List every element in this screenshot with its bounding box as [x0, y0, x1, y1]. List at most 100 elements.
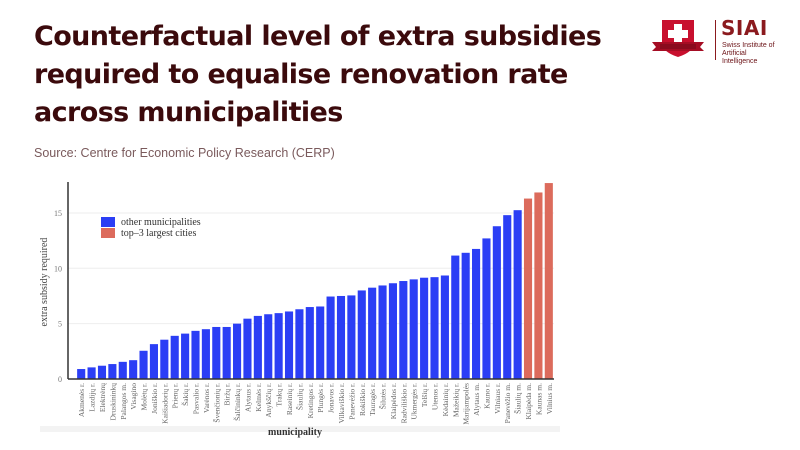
x-tick-label: Švenčionių r. — [212, 383, 221, 423]
bar — [420, 277, 429, 379]
x-tick-label: Vilkaviškio r. — [337, 383, 346, 424]
bar — [357, 290, 366, 379]
bar — [461, 252, 470, 379]
swiss-cross-shield-icon — [652, 20, 704, 57]
bar — [222, 326, 231, 379]
siai-logo[interactable]: SIAI Swiss Institute of Artificial Intel… — [648, 16, 778, 65]
x-tick-label: Šakių r. — [181, 383, 190, 406]
x-tick-label: Radviliškio r. — [399, 383, 408, 424]
chart-bottom-shadow — [40, 426, 560, 432]
bar — [108, 364, 117, 379]
x-tick-label: Druskininkų — [108, 383, 117, 421]
bar — [347, 295, 356, 379]
x-tick-label: Palangos m. — [119, 383, 128, 420]
bar — [243, 318, 252, 379]
bar — [316, 306, 325, 379]
x-tick-label: Kėdainių r. — [441, 383, 450, 416]
bar — [534, 192, 543, 379]
bar — [482, 238, 491, 379]
bar — [129, 360, 138, 379]
y-tick-label: 5 — [58, 320, 62, 329]
logo-name: SIAI — [721, 16, 768, 40]
bar — [253, 315, 262, 379]
axes — [67, 182, 554, 380]
legend-label-other: other municipalities — [121, 217, 201, 228]
x-axis-label: municipality — [268, 427, 322, 438]
x-tick-label: Kretingos r. — [306, 383, 315, 419]
x-tick-label: Tauragės r. — [368, 383, 377, 416]
x-tick-label: Jonavos r. — [327, 383, 336, 413]
x-tick-label: Klaipėdos r. — [389, 383, 398, 419]
x-tick-label: Utenos r. — [431, 383, 440, 410]
x-tick-label: Alytaus r. — [243, 383, 252, 412]
bar — [492, 226, 501, 379]
x-tick-label: Vilniaus r. — [493, 383, 502, 414]
x-tick-label: Alytaus m. — [472, 383, 481, 416]
x-tick-label: Kauno r. — [482, 383, 491, 409]
x-tick-label: Kaišiadorių r. — [160, 383, 169, 424]
bar — [440, 275, 449, 379]
x-tick-label: Ukmergės r. — [410, 383, 419, 420]
bar — [274, 313, 283, 379]
bar — [399, 281, 408, 379]
x-tick-label: Kaunas m. — [534, 383, 543, 415]
bar — [87, 367, 96, 379]
x-tick-label: Panevėžio r. — [347, 383, 356, 420]
x-tick-label: Lazdijų r. — [88, 383, 97, 412]
logo-subtitle: Swiss Institute of Artificial Intelligen… — [722, 42, 778, 66]
y-tick-label: 15 — [54, 209, 62, 218]
bar — [472, 248, 481, 379]
x-tick-label: Pasvalio r. — [192, 383, 201, 414]
chart-title: Counterfactual level of extra subsidies … — [34, 21, 602, 128]
legend-swatch-other — [101, 217, 115, 227]
bar — [201, 329, 210, 379]
y-axis-label: extra subsidy required — [39, 238, 50, 327]
x-tick-label: Molėtų r. — [140, 383, 149, 411]
bar — [336, 295, 346, 379]
x-tick-label: Prienų r. — [171, 383, 180, 409]
bar — [77, 369, 86, 379]
logo-subtitle-line2: Artificial Intelligence — [722, 50, 758, 65]
bar — [191, 330, 200, 379]
x-tick-label: Mažeikių r. — [451, 383, 460, 417]
x-tick-label: Vilnius m. — [545, 383, 554, 414]
x-tick-label: Joniškio r. — [150, 383, 159, 414]
x-tick-label: Marijampolės — [462, 383, 471, 425]
bar — [212, 326, 221, 379]
x-tick-label: Kelmės r. — [254, 383, 263, 412]
y-tick-label: 0 — [58, 375, 62, 384]
bar — [118, 361, 127, 379]
x-tick-label: Elektrėnų — [98, 383, 107, 412]
bar — [378, 285, 387, 379]
bar — [264, 314, 273, 379]
x-tick-label: Akmenės r. — [77, 383, 86, 417]
bar — [170, 335, 179, 379]
bar — [513, 210, 522, 379]
bar — [149, 344, 158, 379]
bar — [295, 309, 304, 379]
legend-label-top3: top–3 largest cities — [121, 228, 196, 239]
bars — [77, 183, 553, 379]
bar — [326, 296, 335, 379]
x-tick-label: Rokiškio r. — [358, 383, 367, 416]
x-tick-label: Šilutės r. — [379, 383, 388, 409]
x-tick-label: Šiaulių r. — [295, 383, 304, 410]
bar — [160, 339, 169, 379]
x-tick-label: Panevėžio m. — [503, 383, 512, 424]
source-note: Source: Centre for Economic Policy Resea… — [34, 146, 335, 160]
bar — [544, 183, 553, 379]
bar — [233, 323, 242, 379]
bar — [451, 255, 460, 379]
bar — [503, 215, 512, 379]
x-tick-label: Raseinių r. — [285, 383, 294, 415]
x-tick-label: Šalčininkų r. — [233, 383, 242, 421]
bar — [523, 198, 533, 379]
y-tick-labels: 0 5 10 15 — [54, 209, 62, 384]
bar-chart-svg: 0 5 10 15 Akmenės r. Lazdijų r. Elektrėnų Drus… — [39, 182, 560, 438]
x-tick-label: Telšių r. — [420, 383, 429, 407]
x-tick-label: Šiaulių m. — [514, 383, 523, 414]
legend: other municipalities top–3 largest citie… — [101, 217, 201, 239]
x-tick-label: Varėnos r. — [202, 383, 211, 413]
bar — [181, 333, 190, 379]
x-tick-label: Klaipėda m. — [524, 383, 533, 420]
